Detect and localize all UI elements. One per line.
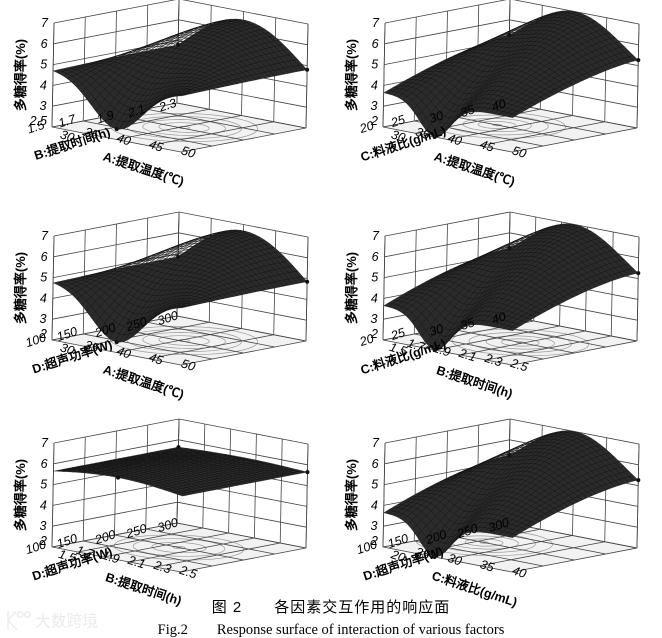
svg-text:6: 6	[41, 457, 48, 471]
svg-text:5: 5	[40, 478, 47, 492]
svg-text:4: 4	[40, 78, 47, 92]
svg-text:5: 5	[371, 271, 378, 285]
svg-text:7: 7	[372, 436, 380, 450]
svg-text:4: 4	[40, 498, 47, 512]
svg-text:5: 5	[371, 478, 378, 492]
svg-text:6: 6	[41, 250, 48, 264]
svg-text:3: 3	[39, 99, 46, 113]
svg-text:7: 7	[372, 16, 380, 30]
svg-text:5: 5	[40, 58, 47, 72]
svg-text:3: 3	[370, 312, 377, 326]
svg-text:多糖得率(%): 多糖得率(%)	[344, 39, 359, 111]
svg-text:大数跨境: 大数跨境	[35, 612, 98, 631]
svg-text:3: 3	[39, 519, 46, 533]
svg-text:3: 3	[370, 99, 377, 113]
svg-text:4: 4	[371, 291, 378, 305]
svg-text:7: 7	[41, 16, 49, 30]
svg-text:6: 6	[372, 457, 379, 471]
svg-text:5: 5	[40, 271, 47, 285]
svg-text:5: 5	[371, 58, 378, 72]
svg-text:多糖得率(%): 多糖得率(%)	[13, 39, 28, 111]
svg-text:7: 7	[41, 436, 49, 450]
svg-text:4: 4	[371, 498, 378, 512]
svg-text:多糖得率(%): 多糖得率(%)	[13, 459, 28, 531]
svg-text:3: 3	[39, 312, 46, 326]
svg-text:4: 4	[371, 78, 378, 92]
svg-text:4: 4	[40, 291, 47, 305]
svg-text:多糖得率(%): 多糖得率(%)	[344, 252, 359, 324]
svg-text:3: 3	[370, 519, 377, 533]
svg-text:6: 6	[372, 37, 379, 51]
svg-text:多糖得率(%): 多糖得率(%)	[344, 459, 359, 531]
svg-text:多糖得率(%): 多糖得率(%)	[13, 252, 28, 324]
svg-text:7: 7	[41, 229, 49, 243]
svg-text:6: 6	[372, 250, 379, 264]
svg-text:7: 7	[372, 229, 380, 243]
svg-text:6: 6	[41, 37, 48, 51]
